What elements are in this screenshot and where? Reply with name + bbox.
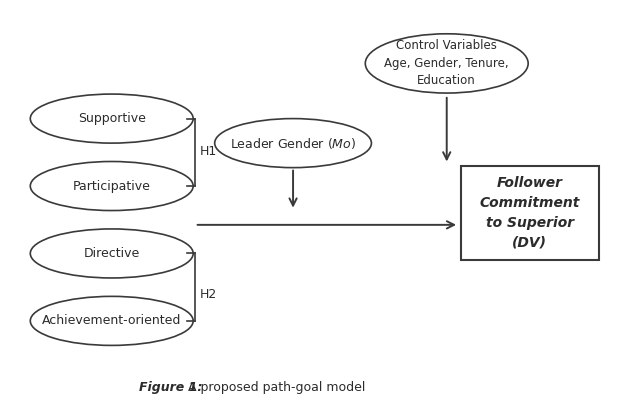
Text: Supportive: Supportive <box>78 112 146 125</box>
Ellipse shape <box>31 296 193 345</box>
Text: Control Variables
Age, Gender, Tenure,
Education: Control Variables Age, Gender, Tenure, E… <box>384 40 509 88</box>
Ellipse shape <box>215 118 371 168</box>
Text: H2: H2 <box>199 288 217 301</box>
Text: Participative: Participative <box>73 180 151 193</box>
Text: Achievement-oriented: Achievement-oriented <box>42 314 181 327</box>
Ellipse shape <box>31 229 193 278</box>
Text: Follower
Commitment
to Superior
(DV): Follower Commitment to Superior (DV) <box>480 176 580 250</box>
Text: Figure 1:: Figure 1: <box>140 382 202 394</box>
FancyBboxPatch shape <box>460 166 599 260</box>
Ellipse shape <box>365 34 528 93</box>
Text: Leader Gender ($\mathit{Mo}$): Leader Gender ($\mathit{Mo}$) <box>230 136 356 151</box>
Text: H1: H1 <box>199 145 217 158</box>
Ellipse shape <box>31 94 193 143</box>
Text: A proposed path-goal model: A proposed path-goal model <box>184 382 365 394</box>
Text: Directive: Directive <box>83 247 140 260</box>
Ellipse shape <box>31 161 193 211</box>
